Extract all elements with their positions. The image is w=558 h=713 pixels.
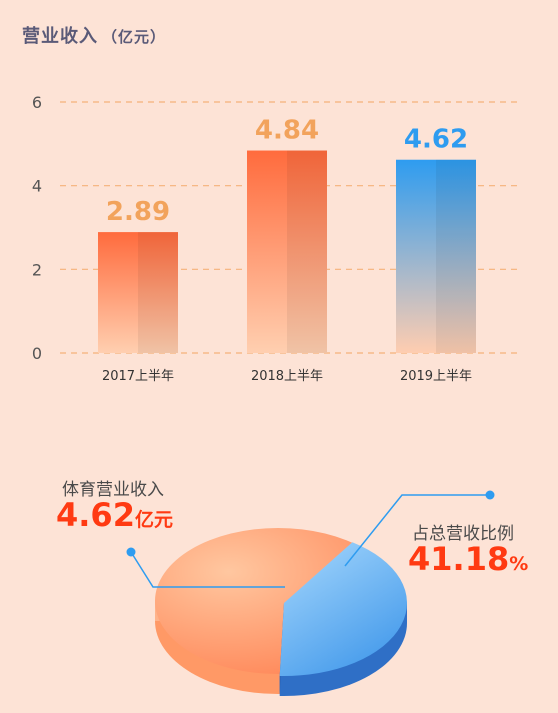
bar-value-label: 2.89 (106, 197, 170, 227)
chart-title-unit: （亿元） (102, 28, 167, 46)
y-tick-label: 6 (32, 93, 42, 112)
chart-title: 营业收入 （亿元） (22, 22, 166, 48)
leader-dot-right (485, 490, 495, 500)
y-tick-label: 0 (32, 344, 42, 363)
pie-right-label: 占总营收比例 (412, 524, 514, 544)
pie-left-label: 体育营业收入 (62, 480, 164, 500)
leader-line-right (344, 494, 490, 567)
pie-right-value: 41.18% (408, 540, 528, 578)
x-tick-label: 2017上半年 (102, 369, 174, 384)
pie-chart (126, 490, 495, 696)
bar-value-label: 4.84 (255, 116, 319, 146)
pie-right-value-unit: % (509, 553, 529, 575)
leader-dot-left (126, 547, 136, 557)
bar-shade (247, 150, 327, 353)
bar-shade (98, 232, 178, 353)
y-tick-label: 4 (32, 177, 42, 196)
bar-value-label: 4.62 (404, 125, 468, 155)
pie-slice-blue (279, 542, 407, 676)
bar-chart: 0 2 4 6 2.89 2017上半年 4.84 2018上半年 4.62 2019上半年 (32, 93, 520, 384)
pie-left-value: 4.62亿元 (56, 496, 173, 534)
leader-line-left (130, 551, 285, 588)
bar-shade (396, 159, 476, 353)
pie-left-value-number: 4.62 (56, 496, 135, 534)
pie-left-value-unit: 亿元 (134, 509, 173, 531)
pie-right-value-number: 41.18 (408, 540, 510, 578)
x-tick-label: 2019上半年 (400, 369, 472, 384)
y-tick-label: 2 (32, 260, 42, 279)
x-tick-label: 2018上半年 (251, 369, 323, 384)
chart-title-text: 营业收入 (22, 26, 98, 47)
